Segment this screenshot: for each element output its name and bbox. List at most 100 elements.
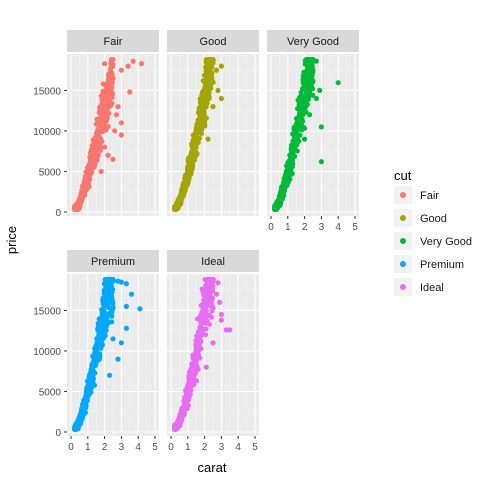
data-point [81, 400, 87, 406]
data-point [76, 417, 82, 423]
data-point [202, 120, 208, 126]
data-point [213, 291, 219, 297]
data-point [193, 132, 199, 138]
data-point [85, 172, 91, 179]
data-point [91, 142, 97, 148]
data-point [113, 112, 119, 118]
facet-strip [67, 250, 159, 272]
data-point [109, 70, 115, 76]
data-point [218, 311, 224, 318]
y-tick-label: 10000 [33, 347, 61, 358]
data-point [293, 141, 299, 147]
data-point [288, 152, 294, 158]
data-point [304, 91, 310, 97]
data-point [90, 365, 96, 371]
y-tick-label: 5000 [39, 167, 62, 178]
data-point [110, 301, 116, 307]
data-point [304, 69, 310, 75]
facet-strip-label: Good [200, 36, 227, 48]
data-point [197, 116, 203, 122]
data-point [209, 299, 214, 305]
data-point [183, 401, 189, 406]
data-point [76, 199, 82, 205]
data-point [210, 340, 216, 346]
data-point [199, 92, 205, 98]
y-axis-title: price [4, 226, 19, 254]
data-point [304, 95, 310, 101]
x-tick-label: 3 [219, 442, 225, 453]
data-point [188, 149, 194, 155]
data-point [110, 156, 116, 162]
data-point [118, 120, 124, 126]
facet-panel-very-good: Very Good [267, 30, 359, 216]
data-point [106, 305, 112, 311]
data-point [180, 187, 186, 193]
data-point [88, 156, 94, 162]
data-point [123, 303, 129, 309]
data-point [80, 192, 86, 198]
data-point [299, 106, 305, 112]
point-cloud-very-good [272, 57, 341, 212]
facet-strip-label: Premium [91, 256, 135, 268]
data-point [203, 104, 209, 110]
data-point [98, 148, 104, 153]
data-point [295, 106, 301, 112]
data-point [318, 159, 324, 165]
data-point [215, 87, 221, 93]
data-point [175, 421, 181, 427]
data-point [218, 317, 224, 323]
data-point [280, 186, 286, 192]
data-point [305, 102, 311, 107]
data-point [84, 378, 90, 384]
y-tick-label: 0 [55, 208, 61, 219]
data-point [281, 193, 287, 199]
data-point [302, 83, 308, 89]
data-point [118, 340, 124, 346]
data-point [180, 406, 186, 412]
data-point [209, 308, 215, 314]
data-point [298, 102, 303, 108]
data-point [139, 61, 145, 67]
data-point [110, 61, 116, 68]
data-point [201, 311, 207, 316]
data-point [102, 299, 108, 305]
data-point [109, 310, 115, 316]
data-point [176, 417, 182, 423]
data-point [295, 137, 300, 143]
data-point [196, 105, 202, 111]
data-point [97, 124, 103, 130]
data-point [203, 364, 209, 370]
data-point [123, 325, 129, 331]
data-point [193, 152, 199, 158]
facet-panel-fair: Fair [67, 30, 159, 216]
data-point [104, 320, 110, 326]
data-point [118, 279, 124, 285]
data-point [102, 100, 108, 106]
y-tick-label: 10000 [33, 127, 61, 138]
data-point [291, 145, 297, 151]
data-point [98, 168, 104, 175]
data-point [192, 365, 198, 371]
data-point [112, 128, 118, 134]
legend-title: cut [394, 168, 412, 183]
facet-strip [267, 30, 359, 52]
data-point [285, 167, 291, 173]
data-point [193, 370, 198, 376]
data-point [313, 58, 319, 64]
data-point [196, 126, 202, 132]
data-point [204, 285, 210, 291]
data-point [273, 205, 279, 211]
data-point [201, 317, 207, 323]
data-point [302, 136, 308, 142]
x-tick-label: 2 [302, 222, 308, 233]
data-point [206, 321, 212, 327]
y-tick-label: 0 [55, 428, 61, 439]
data-point [99, 310, 105, 316]
data-point [206, 90, 212, 96]
y-tick-label: 5000 [39, 387, 62, 398]
data-point [109, 85, 115, 91]
data-point [80, 406, 86, 412]
data-point [203, 77, 208, 83]
